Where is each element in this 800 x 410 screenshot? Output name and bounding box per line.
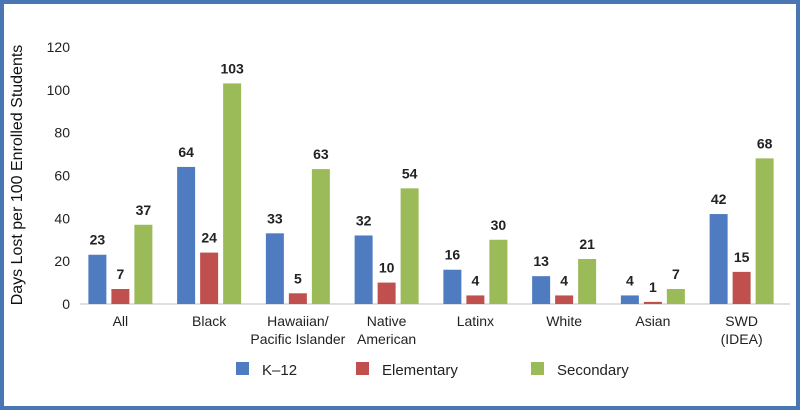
bar <box>223 83 242 305</box>
y-axis-label: Days Lost per 100 Enrolled Students <box>9 45 26 306</box>
bar <box>377 282 396 304</box>
legend-swatch <box>531 362 544 375</box>
data-label: 24 <box>201 230 217 246</box>
category-label: Latinx <box>457 313 494 329</box>
data-label: 16 <box>445 247 461 263</box>
bar <box>489 239 508 304</box>
data-label: 4 <box>471 272 479 288</box>
bar <box>134 224 153 304</box>
data-label: 7 <box>672 266 680 282</box>
data-label: 32 <box>356 212 372 228</box>
category-label: Hawaiian/Pacific Islander <box>250 313 345 347</box>
category-label: White <box>546 313 582 329</box>
bar <box>666 289 685 304</box>
y-tick-label: 20 <box>54 253 70 269</box>
data-label: 4 <box>560 272 568 288</box>
legend-label: Elementary <box>382 362 458 379</box>
category-label: SWD (IDEA) <box>721 313 763 347</box>
legend-swatch <box>356 362 369 375</box>
data-label: 103 <box>220 60 244 76</box>
category-label: Native American <box>357 313 416 347</box>
bar <box>620 295 639 304</box>
data-label: 4 <box>626 272 634 288</box>
bar <box>88 254 107 304</box>
legend-swatch <box>236 362 249 375</box>
bar <box>732 271 751 304</box>
data-label: 1 <box>649 279 657 295</box>
data-label: 13 <box>533 253 549 269</box>
data-label: 37 <box>136 202 152 218</box>
bar <box>466 295 485 304</box>
data-label: 42 <box>711 191 727 207</box>
bar <box>354 235 373 304</box>
category-label: Black <box>192 313 227 329</box>
y-tick-label: 0 <box>62 296 70 312</box>
bar <box>400 188 419 304</box>
data-label: 5 <box>294 270 302 286</box>
bar <box>200 252 219 304</box>
bar <box>177 166 196 304</box>
bar <box>311 169 330 304</box>
y-tick-label: 100 <box>47 82 71 98</box>
data-label: 23 <box>90 232 106 248</box>
data-label: 54 <box>402 165 418 181</box>
bar <box>555 295 574 304</box>
legend-label: K–12 <box>262 362 297 379</box>
data-label: 68 <box>757 135 773 151</box>
bars <box>88 83 774 305</box>
y-tick-label: 60 <box>54 168 70 184</box>
bar <box>288 293 307 304</box>
data-label: 64 <box>178 144 194 160</box>
bar <box>532 276 551 304</box>
y-tick-label: 40 <box>54 210 70 226</box>
bar <box>111 289 130 304</box>
category-label: All <box>113 313 129 329</box>
bar <box>643 301 662 304</box>
bar <box>443 269 462 304</box>
bar <box>578 259 597 304</box>
axes: 0 20 40 60 80 100 120 <box>47 39 790 312</box>
category-label: Asian <box>635 313 670 329</box>
data-label: 63 <box>313 146 329 162</box>
category-labels: All Black Hawaiian/Pacific Islander Native A… <box>113 313 763 347</box>
legend: K–12 Elementary Secondary <box>236 362 629 379</box>
legend-label: Secondary <box>557 362 629 379</box>
y-tick-label: 120 <box>47 39 71 55</box>
data-label: 33 <box>267 210 283 226</box>
bar <box>755 158 774 304</box>
data-label: 10 <box>379 260 395 276</box>
data-label: 7 <box>116 266 124 282</box>
bar <box>709 214 728 304</box>
data-label: 21 <box>579 236 595 252</box>
data-label: 15 <box>734 249 750 265</box>
data-label: 30 <box>491 217 507 233</box>
y-tick-label: 80 <box>54 125 70 141</box>
bar <box>265 233 284 304</box>
